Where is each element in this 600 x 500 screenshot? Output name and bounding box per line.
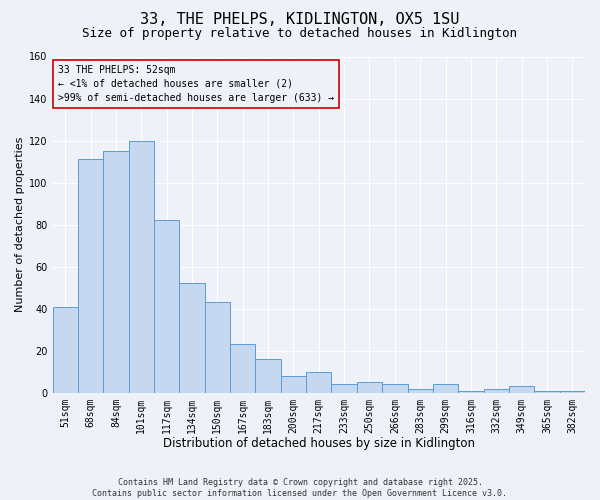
Y-axis label: Number of detached properties: Number of detached properties bbox=[15, 137, 25, 312]
Text: Contains HM Land Registry data © Crown copyright and database right 2025.
Contai: Contains HM Land Registry data © Crown c… bbox=[92, 478, 508, 498]
Bar bbox=[179, 284, 205, 393]
Bar bbox=[382, 384, 407, 392]
Bar bbox=[53, 306, 78, 392]
Bar bbox=[331, 384, 357, 392]
Bar bbox=[560, 390, 585, 392]
Bar bbox=[484, 388, 509, 392]
Bar bbox=[407, 388, 433, 392]
Text: 33, THE PHELPS, KIDLINGTON, OX5 1SU: 33, THE PHELPS, KIDLINGTON, OX5 1SU bbox=[140, 12, 460, 28]
Bar bbox=[78, 160, 103, 392]
Bar bbox=[205, 302, 230, 392]
Bar bbox=[306, 372, 331, 392]
Bar bbox=[256, 359, 281, 392]
Text: 33 THE PHELPS: 52sqm
← <1% of detached houses are smaller (2)
>99% of semi-detac: 33 THE PHELPS: 52sqm ← <1% of detached h… bbox=[58, 65, 334, 103]
Bar bbox=[534, 390, 560, 392]
Bar bbox=[433, 384, 458, 392]
Bar bbox=[128, 140, 154, 392]
Bar bbox=[458, 390, 484, 392]
Bar bbox=[103, 151, 128, 392]
Bar bbox=[357, 382, 382, 392]
Bar bbox=[230, 344, 256, 393]
Bar bbox=[509, 386, 534, 392]
Bar bbox=[154, 220, 179, 392]
X-axis label: Distribution of detached houses by size in Kidlington: Distribution of detached houses by size … bbox=[163, 437, 475, 450]
Text: Size of property relative to detached houses in Kidlington: Size of property relative to detached ho… bbox=[83, 28, 517, 40]
Bar bbox=[281, 376, 306, 392]
